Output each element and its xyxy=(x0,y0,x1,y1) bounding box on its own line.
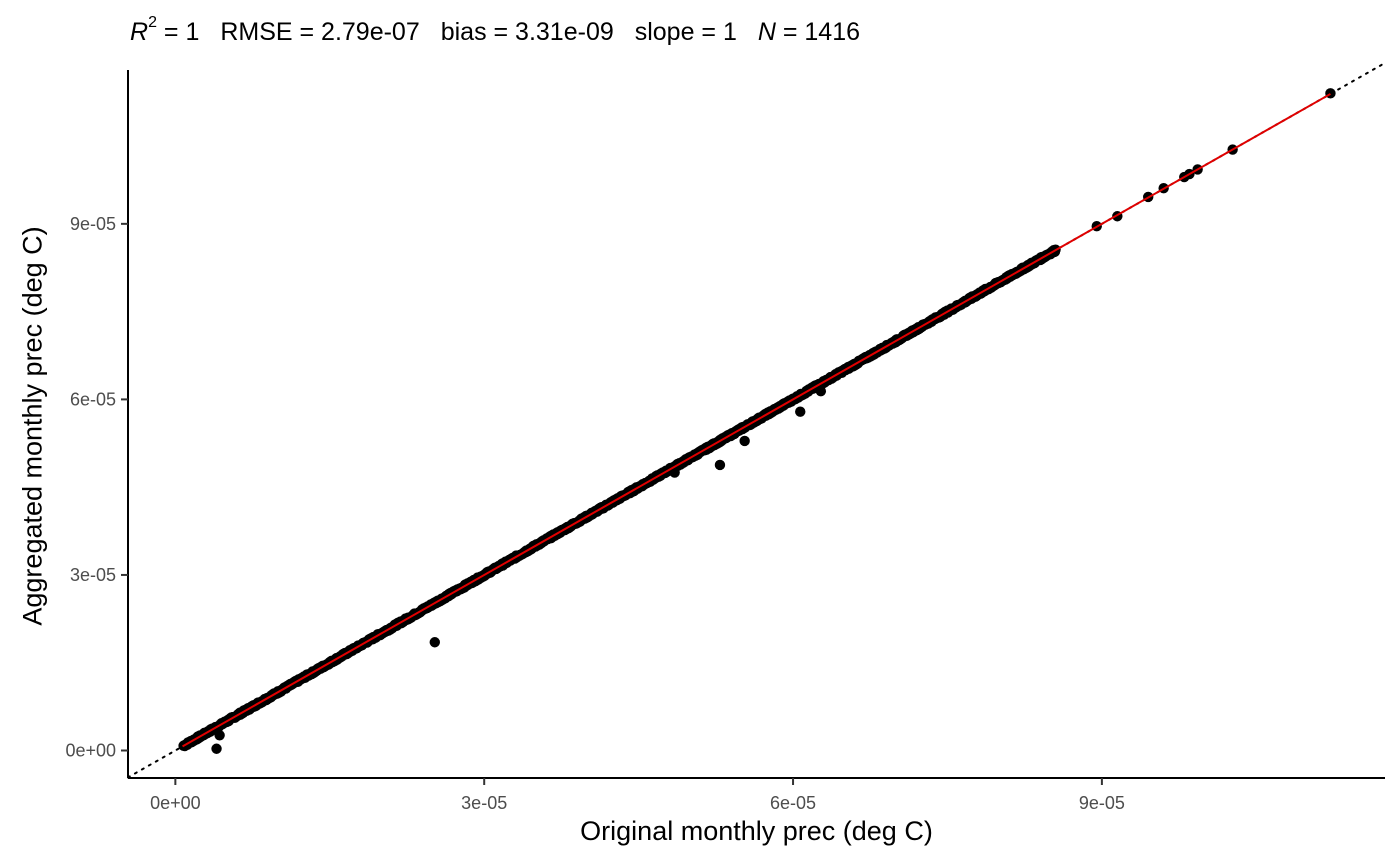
regression-line xyxy=(182,93,1331,748)
x-tick-label: 0e+00 xyxy=(150,793,201,813)
y-axis-label: Aggregated monthly prec (deg C) xyxy=(17,226,48,626)
data-point xyxy=(669,467,680,478)
data-point xyxy=(739,435,750,447)
rmse-stat: RMSE = 2.79e-07 xyxy=(220,18,420,46)
slope-stat: slope = 1 xyxy=(634,18,737,46)
data-point xyxy=(214,730,225,741)
r2-value: = 1 xyxy=(163,18,200,46)
data-point xyxy=(714,459,726,471)
data-point xyxy=(795,406,806,417)
points-layer xyxy=(178,88,1336,754)
r2-symbol: R xyxy=(130,18,149,46)
r2-superscript: 2 xyxy=(148,14,157,31)
axes-layer: 0e+00 3e-05 6e-05 9e-05 0e+00 3e-05 6e-05 9e-05 xyxy=(65,70,1385,813)
y-tick-label: 6e-05 xyxy=(70,389,116,409)
y-tick-label: 0e+00 xyxy=(65,740,116,760)
x-tick-label: 6e-05 xyxy=(770,793,816,813)
data-point xyxy=(211,743,222,754)
y-tick-label: 9e-05 xyxy=(70,214,116,234)
x-tick-label: 9e-05 xyxy=(1079,793,1125,813)
bias-stat: bias = 3.31e-09 xyxy=(440,18,614,46)
n-value: = 1416 xyxy=(782,18,861,46)
y-tick-label: 3e-05 xyxy=(70,565,116,585)
x-tick-label: 3e-05 xyxy=(461,793,507,813)
n-symbol: N xyxy=(757,18,776,46)
data-point xyxy=(429,637,440,648)
x-axis-label: Original monthly prec (deg C) xyxy=(580,816,933,846)
chart-title: R2 = 1 RMSE = 2.79e-07 bias = 3.31e-09 s… xyxy=(130,14,861,47)
data-point xyxy=(815,386,827,397)
